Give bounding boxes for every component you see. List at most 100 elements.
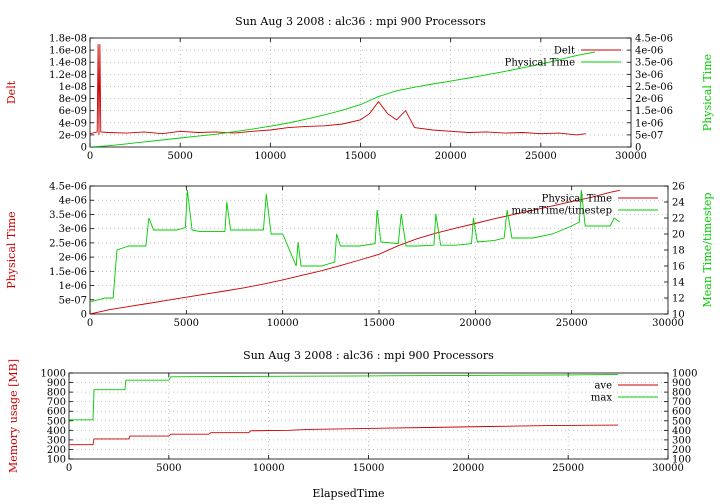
- x-tick-label: 10000: [267, 318, 299, 329]
- chart-title: Sun Aug 3 2008 : alc36 : mpi 900 Process…: [235, 15, 486, 28]
- y2-tick-label: 18: [672, 246, 685, 257]
- y-tick-label: 2.5e-06: [49, 238, 87, 249]
- y2-tick-label: 2e-06: [635, 94, 663, 105]
- series-line-physical-time: [90, 51, 595, 147]
- y-tick-label: 2e-06: [59, 253, 87, 264]
- y-tick-label: 1.6e-08: [49, 46, 87, 57]
- x-tick-label: 20000: [452, 463, 484, 474]
- y2-tick-label: 2.5e-06: [635, 82, 673, 93]
- y2-axis-label: Physical Time: [701, 54, 714, 131]
- chart-panel-3: 0 5000 10000 15000 20000 25000 300001002003004…: [7, 349, 697, 500]
- y2-tick-label: 400: [672, 426, 691, 437]
- y2-tick-label: 900: [672, 378, 691, 389]
- y2-tick-label: 22: [672, 214, 685, 225]
- y-tick-label: 1e-06: [59, 281, 87, 292]
- y-tick-label: 4e-09: [59, 118, 87, 129]
- y2-tick-label: 16: [672, 262, 685, 273]
- x-tick-label: 5000: [156, 463, 181, 474]
- y-tick-label: 0: [81, 143, 87, 154]
- grid: [69, 373, 668, 459]
- series-line-physical-time: [90, 189, 620, 314]
- x-tick-label: 10000: [254, 151, 286, 162]
- y-tick-label: 8e-09: [59, 94, 87, 105]
- x-tick-label: 0: [87, 318, 93, 329]
- x-tick-label: 25000: [552, 463, 584, 474]
- y-tick-label: 200: [47, 445, 66, 456]
- y2-tick-label: 1.5e-06: [635, 106, 673, 117]
- x-tick-label: 25000: [525, 151, 557, 162]
- y-tick-label: 6e-09: [59, 106, 87, 117]
- x-tick-label: 30000: [652, 318, 684, 329]
- y-tick-label: 600: [47, 407, 66, 418]
- y-tick-label: 700: [47, 397, 66, 408]
- y2-tick-label: 500: [672, 416, 691, 427]
- y2-tick-label: 0: [635, 143, 641, 154]
- y2-tick-label: 4e-06: [635, 46, 663, 57]
- legend-label: Physical Time: [505, 58, 575, 69]
- legend-label: ave: [594, 381, 612, 392]
- y-axis-label: Physical Time: [5, 211, 18, 288]
- y-tick-label: 1.4e-08: [49, 58, 87, 69]
- y2-tick-label: 12: [672, 294, 685, 305]
- y-tick-label: 4e-06: [59, 196, 87, 207]
- y2-tick-label: 1e-06: [635, 118, 663, 129]
- x-tick-label: 15000: [345, 151, 377, 162]
- y2-axis-label: Mean Time/timestep: [701, 193, 714, 308]
- y2-tick-label: 100: [672, 455, 691, 466]
- y-tick-label: 300: [47, 435, 66, 446]
- series-line-meantime-timestep: [90, 189, 621, 303]
- y-tick-label: 800: [47, 388, 66, 399]
- x-tick-label: 20000: [435, 151, 467, 162]
- series-line-ave: [69, 424, 619, 446]
- y-tick-label: 1.2e-08: [49, 70, 87, 81]
- x-tick-label: 15000: [353, 463, 385, 474]
- y-tick-label: 100: [47, 455, 66, 466]
- y-tick-label: 1000: [41, 369, 66, 380]
- y2-tick-label: 4.5e-06: [635, 34, 673, 45]
- x-tick-label: 30000: [615, 151, 647, 162]
- y2-tick-label: 20: [672, 230, 685, 241]
- x-tick-label: 25000: [556, 318, 588, 329]
- x-tick-label: 0: [66, 463, 72, 474]
- chart-panel-1: 0 5000 10000 15000 20000 25000 3000002e-094e-0…: [5, 15, 714, 162]
- y-tick-label: 400: [47, 426, 66, 437]
- y2-tick-label: 300: [672, 435, 691, 446]
- x-tick-label: 5000: [174, 318, 199, 329]
- y2-tick-label: 14: [672, 278, 685, 289]
- y2-tick-label: 600: [672, 407, 691, 418]
- x-tick-label: 0: [87, 151, 93, 162]
- y-tick-label: 3.5e-06: [49, 210, 87, 221]
- series-line-max: [69, 373, 619, 421]
- chart-panel-2: 0 5000 10000 15000 20000 25000 30000 0 5e-07 1e-0…: [5, 182, 714, 330]
- y2-tick-label: 10: [672, 310, 685, 321]
- y2-tick-label: 24: [672, 198, 685, 209]
- y-axis-label: Memory usage [MB]: [7, 359, 20, 473]
- y-tick-label: 1e-08: [59, 82, 87, 93]
- y2-tick-label: 1000: [672, 369, 697, 380]
- legend-label: meanTime/timestep: [511, 206, 612, 217]
- y2-tick-label: 3e-06: [635, 70, 663, 81]
- x-tick-label: 30000: [652, 463, 684, 474]
- x-axis-label: ElapsedTime: [312, 487, 384, 500]
- y2-tick-label: 5e-07: [635, 130, 663, 141]
- x-tick-label: 10000: [253, 463, 285, 474]
- y2-tick-label: 200: [672, 445, 691, 456]
- y2-tick-label: 26: [672, 182, 685, 193]
- legend-label: max: [591, 393, 612, 404]
- y-axis-label: Delt: [5, 80, 18, 104]
- legend-label: Physical Time: [542, 194, 612, 205]
- legend-label: Delt: [554, 46, 575, 57]
- y-tick-label: 1.5e-06: [49, 267, 87, 278]
- y2-tick-label: 700: [672, 397, 691, 408]
- y2-tick-label: 3.5e-06: [635, 58, 673, 69]
- y-tick-label: 1.8e-08: [49, 34, 87, 45]
- y-tick-label: 2e-09: [59, 130, 87, 141]
- x-tick-label: 5000: [167, 151, 192, 162]
- x-tick-label: 15000: [363, 318, 395, 329]
- y-tick-label: 4.5e-06: [49, 182, 87, 193]
- series-line-delt: [90, 44, 586, 136]
- y-tick-label: 500: [47, 416, 66, 427]
- y-tick-label: 900: [47, 378, 66, 389]
- grid: [90, 38, 631, 147]
